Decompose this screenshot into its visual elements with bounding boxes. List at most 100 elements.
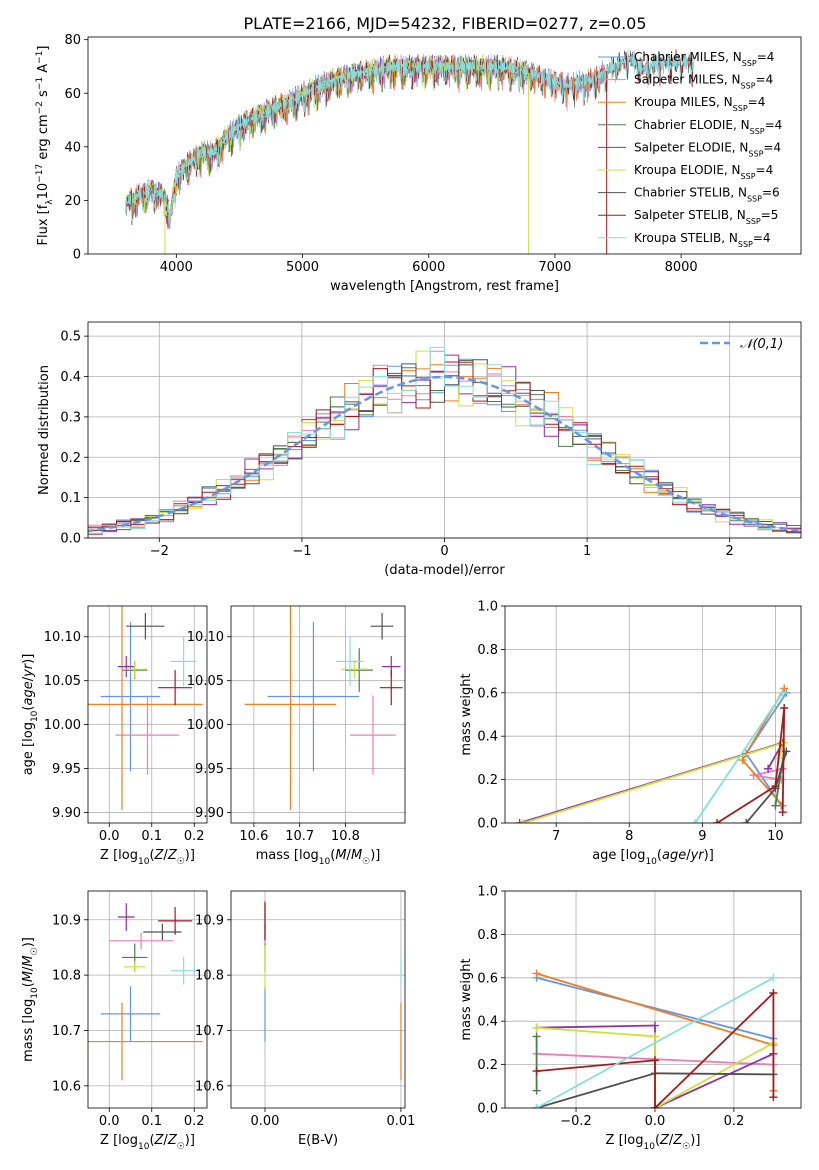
y-tick-label: 10.6: [52, 1079, 81, 1094]
x-tick-label: −1: [292, 544, 311, 559]
legend-sub: SSP: [741, 172, 756, 181]
errorbar-point: [88, 606, 203, 810]
y-tick-label: 0.1: [60, 491, 81, 506]
label-part: 10: [138, 857, 150, 867]
label-part: ☉: [177, 857, 185, 867]
label-part: Z: [167, 1133, 178, 1148]
errorbar-point: [158, 670, 193, 706]
legend-value: =6: [762, 186, 780, 200]
mass-vs-ebv-panel: 0.00 0.01 10.6 10.7 10.8 10.9 E(B-V): [195, 890, 415, 1148]
weight-marker: [532, 969, 541, 978]
y-tick-label: 0.2: [477, 773, 498, 788]
axes-frame: [504, 605, 802, 824]
ticks: 0.00 0.01 10.6 10.7 10.8 10.9: [195, 913, 415, 1129]
label-part: (: [149, 1133, 154, 1148]
plot-area: [244, 606, 403, 810]
y-tick-label: 40: [64, 140, 81, 155]
label-part: (: [149, 848, 154, 863]
x-axis-label: age [log10(age/yr)]: [592, 848, 714, 867]
plot-area: [88, 606, 203, 810]
y-tick-label: 0.3: [60, 410, 81, 425]
x-tick-label: 9: [698, 829, 706, 844]
label-part: (: [21, 706, 36, 711]
errorbar-point: [170, 636, 197, 686]
mass-vs-metallicity-panel: 0.0 0.1 0.210.610.710.810.9Z [log10(Z/Z☉)]…: [21, 890, 208, 1152]
label-part: /: [686, 848, 691, 863]
errorbar-point: [370, 613, 394, 640]
y-tick-label: 0.8: [477, 928, 498, 943]
x-tick-label: 8: [625, 829, 633, 844]
x-axis-label: wavelength [Angstrom, rest frame]: [330, 279, 559, 294]
grid: [505, 890, 801, 1109]
weight-vs-metallicity-panel: −0.2 0.0 0.20.00.20.40.60.81.0Z [log10(Z/Z…: [459, 885, 802, 1152]
weight-marker: [769, 973, 778, 982]
label-part: ]: [36, 46, 51, 51]
weight-series: [523, 741, 786, 823]
plot-area: [88, 346, 801, 538]
label-part: 10: [138, 1142, 150, 1152]
y-tick-label: 10.9: [52, 913, 81, 928]
axes-frame: [87, 605, 208, 824]
plot-area: [515, 684, 791, 823]
label-part: )]: [370, 848, 380, 863]
y-tick-label: 20: [64, 194, 81, 209]
grid: [505, 605, 801, 824]
y-tick-label: 0.4: [477, 730, 498, 745]
x-tick-label: 0.2: [184, 1114, 205, 1129]
x-tick-label: 2: [726, 544, 734, 559]
figure-title: PLATE=2166, MJD=54232, FIBERID=0277, z=0…: [243, 14, 646, 33]
legend-sub: SSP: [746, 217, 761, 226]
label-part: )]: [704, 848, 714, 863]
y-axis-label: age [log10(age/yr)]: [21, 654, 40, 776]
x-axis-label: Z [log10(Z/Z☉)]: [100, 848, 195, 867]
x-tick-label: 0.0: [99, 1114, 120, 1129]
legend-value: =4: [757, 50, 775, 64]
weight-marker: [532, 1086, 541, 1095]
residuals-panel: −2 −1 0 1 2 0.0 0.1 0.2 0.3 0.4 0.5 (data-model)/er…: [37, 321, 802, 578]
errorbar-point: [170, 956, 197, 985]
label-part: 10: [319, 857, 331, 867]
label-part: Z: [672, 1133, 683, 1148]
label-part: (: [657, 848, 662, 863]
label-part: mass [log: [256, 848, 319, 863]
legend-sub: SSP: [747, 194, 762, 203]
label-part: Z: [154, 848, 165, 863]
y-tick-label: 0.2: [477, 1058, 498, 1073]
y-tick-label: 10.05: [44, 674, 81, 689]
ticks: 0.0 0.1 0.2 9.90 9.95 10.00 10.05 10.10: [44, 630, 205, 844]
y-tick-label: 0: [73, 248, 81, 263]
label-part: Z: [154, 1133, 165, 1148]
plot-area: [125, 48, 695, 254]
y-tick-label: 10.9: [195, 913, 224, 928]
legend-label: Kroupa ELODIE, NSSP=4: [634, 163, 773, 181]
weight-marker: [650, 1104, 659, 1108]
label-part: /: [347, 848, 352, 863]
legend-name: Salpeter MILES, N: [634, 73, 741, 87]
errorbar-point: [350, 695, 396, 775]
label-part: −1: [35, 51, 45, 64]
x-tick-label: 0.0: [645, 1114, 666, 1129]
weight-marker: [712, 819, 721, 823]
weight-marker: [691, 819, 700, 823]
label-part: age: [21, 681, 36, 705]
weight-marker: [771, 801, 780, 810]
errorbar-point: [244, 606, 337, 810]
legend-value: =4: [763, 140, 781, 154]
grid: [231, 606, 405, 823]
x-tick-label: −2: [150, 544, 169, 559]
legend-label: 𝒩(0,1): [740, 337, 783, 352]
label-part: −2: [35, 101, 45, 114]
axes-frame: [87, 36, 802, 255]
ticks: 0.0 0.1 0.2 10.6 10.7 10.8 10.9: [52, 913, 205, 1129]
label-part: Z [log: [100, 1133, 138, 1148]
label-part: Flux [f: [36, 204, 51, 245]
spectrum-line: [125, 48, 695, 224]
y-tick-label: 1.0: [477, 885, 498, 900]
label-part: )]: [21, 937, 36, 947]
errorbar-point: [88, 1002, 203, 1081]
y-tick-label: 0.0: [477, 1102, 498, 1117]
ticks: 4000 5000 6000 7000 8000 0 20 40 60 80: [64, 33, 697, 275]
errorbar-point: [122, 660, 148, 679]
legend-name: Chabrier MILES, N: [634, 50, 742, 64]
